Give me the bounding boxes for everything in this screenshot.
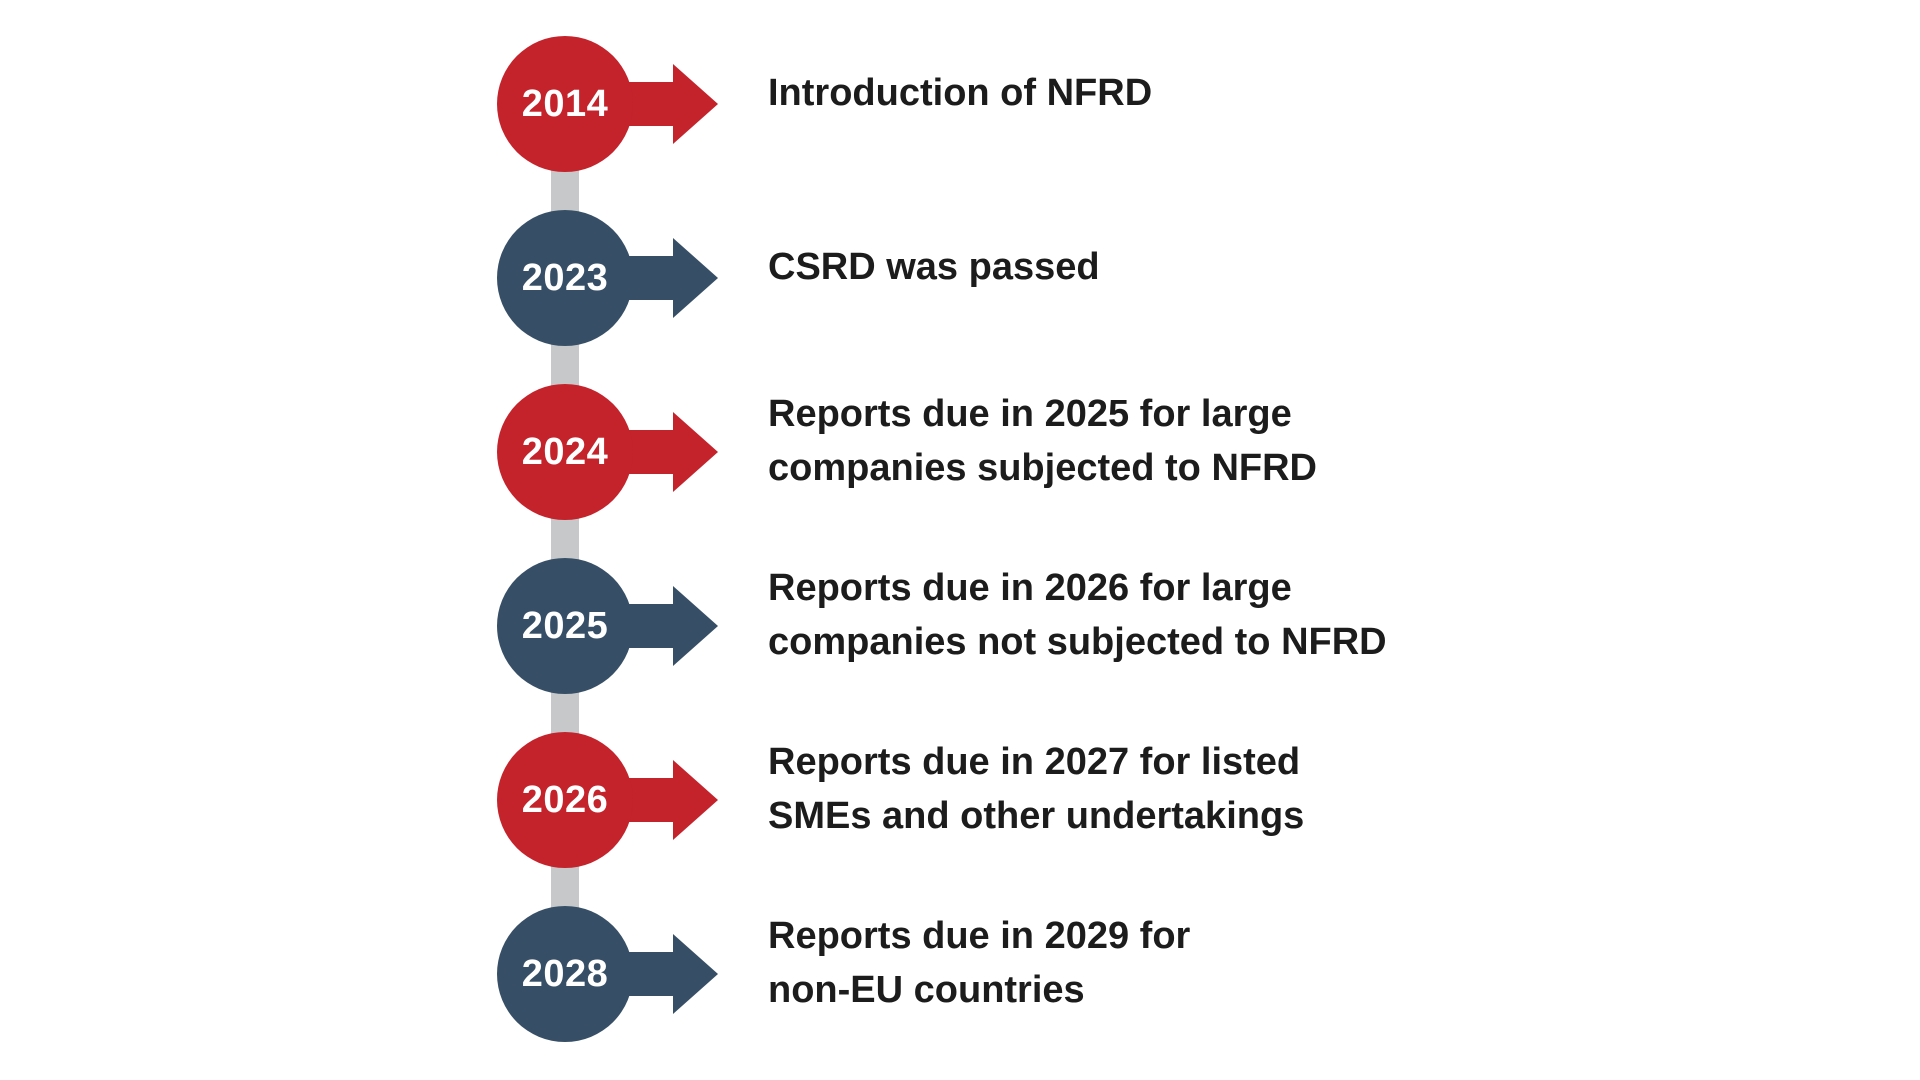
item-label: Reports due in 2025 for large companies … (768, 393, 1317, 489)
year-circle: 2025 (497, 558, 633, 694)
item-label: Reports due in 2027 for listed SMEs and … (768, 741, 1305, 837)
year-label: 2028 (521, 953, 609, 995)
year-label: 2025 (521, 605, 609, 647)
year-circle: 2014 (497, 36, 633, 172)
timeline-item-2023: 2023 CSRD was passed (0, 191, 1387, 365)
timeline-marker: 2028 (497, 887, 718, 1061)
arrow-right-icon (673, 586, 718, 666)
timeline-item-2014: 2014 Introduction of NFRD (0, 17, 1387, 191)
arrow-right-icon (673, 934, 718, 1014)
timeline-item-2028: 2028 Reports due in 2029 for non-EU coun… (0, 887, 1387, 1061)
year-circle: 2024 (497, 384, 633, 520)
timeline-item-2025: 2025 Reports due in 2026 for large compa… (0, 539, 1387, 713)
timeline-marker: 2023 (497, 191, 718, 365)
item-label: Introduction of NFRD (768, 72, 1153, 115)
timeline-marker: 2026 (497, 713, 718, 887)
timeline-item-2026: 2026 Reports due in 2027 for listed SMEs… (0, 713, 1387, 887)
year-circle: 2023 (497, 210, 633, 346)
arrow-right-icon (673, 64, 718, 144)
item-label: Reports due in 2026 for large companies … (768, 567, 1387, 663)
arrow-right-icon (673, 238, 718, 318)
item-label: CSRD was passed (768, 246, 1100, 289)
timeline-marker: 2025 (497, 539, 718, 713)
arrow-right-icon (673, 412, 718, 492)
item-label: Reports due in 2029 for non-EU countries (768, 915, 1191, 1011)
year-label: 2023 (521, 257, 609, 299)
year-label: 2024 (521, 431, 609, 473)
year-circle: 2028 (497, 906, 633, 1042)
arrow-right-icon (673, 760, 718, 840)
year-label: 2014 (521, 83, 609, 125)
timeline-marker: 2014 (497, 17, 718, 191)
timeline-rows: 2014 Introduction of NFRD 2023 CSRD was … (0, 17, 1387, 1061)
timeline-marker: 2024 (497, 365, 718, 539)
timeline-item-2024: 2024 Reports due in 2025 for large compa… (0, 365, 1387, 539)
year-circle: 2026 (497, 732, 633, 868)
year-label: 2026 (521, 779, 609, 821)
